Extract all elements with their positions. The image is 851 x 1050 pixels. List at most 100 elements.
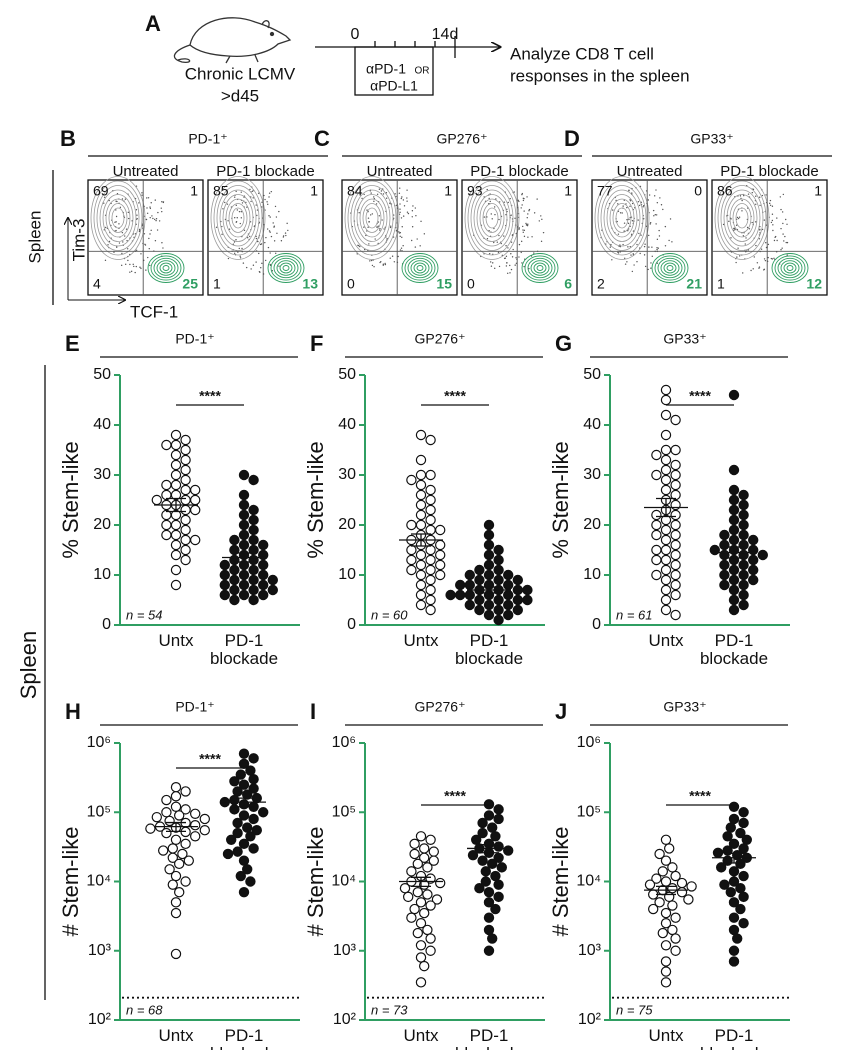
event-dot xyxy=(259,271,261,273)
data-point xyxy=(474,883,485,894)
event-dot xyxy=(389,202,391,204)
event-dot xyxy=(272,222,274,224)
data-point xyxy=(651,569,662,581)
flow-plot: 85 1 1 13 xyxy=(207,176,324,296)
data-point xyxy=(496,862,507,873)
event-dot xyxy=(369,260,371,262)
quadrant-value: 84 xyxy=(347,183,363,199)
event-dot xyxy=(234,217,236,219)
event-dot xyxy=(256,214,258,217)
event-dot xyxy=(389,257,391,259)
data-point xyxy=(477,855,488,866)
contour xyxy=(485,207,499,229)
event-dot xyxy=(278,210,280,213)
event-dot xyxy=(763,219,766,221)
data-point xyxy=(267,584,278,596)
event-dot xyxy=(412,205,414,207)
event-dot xyxy=(145,269,147,271)
event-dot xyxy=(359,245,361,248)
event-dot xyxy=(533,212,536,214)
data-point xyxy=(738,599,749,611)
event-dot xyxy=(736,256,738,258)
event-dot xyxy=(269,252,271,254)
contour xyxy=(219,189,257,247)
event-dot xyxy=(115,221,117,223)
data-point xyxy=(189,820,201,831)
data-point xyxy=(735,827,746,839)
treatment-or: OR xyxy=(415,66,430,77)
event-dot xyxy=(753,256,755,258)
event-dot xyxy=(399,249,402,251)
event-dot xyxy=(506,262,508,264)
event-dot xyxy=(367,217,370,219)
event-dot xyxy=(268,192,271,194)
contour xyxy=(162,265,170,271)
event-dot xyxy=(130,270,133,273)
data-point xyxy=(480,876,491,887)
quadrant-value: 13 xyxy=(302,276,318,292)
contour xyxy=(210,176,266,260)
event-dot xyxy=(494,213,496,216)
event-dot xyxy=(108,199,110,202)
panel-title: PD-1⁺ xyxy=(188,131,227,147)
data-point xyxy=(180,514,191,526)
data-point xyxy=(728,813,740,825)
data-point xyxy=(170,519,182,531)
y-tick-label: 10⁵ xyxy=(577,803,601,820)
event-dot xyxy=(756,262,759,264)
event-dot xyxy=(252,197,254,199)
event-dot xyxy=(489,261,492,263)
event-dot xyxy=(135,265,137,268)
data-point xyxy=(164,864,175,875)
contour xyxy=(615,207,629,229)
data-point xyxy=(483,519,495,531)
quadrant-value: 4 xyxy=(93,276,101,292)
event-dot xyxy=(492,262,494,264)
event-dot xyxy=(361,197,363,200)
contour xyxy=(347,180,397,256)
panel-letter: F xyxy=(310,331,323,356)
data-point xyxy=(161,519,172,531)
row-label: Spleen xyxy=(16,631,41,700)
panel-letter: C xyxy=(314,126,330,151)
event-dot xyxy=(370,259,373,262)
data-point xyxy=(415,940,427,951)
event-dot xyxy=(776,239,778,242)
event-dot xyxy=(259,243,262,246)
data-point xyxy=(738,579,749,591)
event-dot xyxy=(629,245,631,248)
event-dot xyxy=(523,197,525,200)
y-tick-label: 10 xyxy=(338,566,356,583)
event-dot xyxy=(249,235,251,238)
data-point xyxy=(425,524,436,536)
event-dot xyxy=(287,229,289,232)
data-point xyxy=(180,484,191,496)
event-dot xyxy=(268,215,270,217)
event-dot xyxy=(486,188,488,191)
data-point xyxy=(512,574,524,586)
event-dot xyxy=(369,214,372,216)
event-dot xyxy=(758,238,761,240)
event-dot xyxy=(522,199,525,202)
event-dot xyxy=(755,221,757,223)
event-dot xyxy=(115,229,117,232)
data-point xyxy=(235,769,246,780)
data-point xyxy=(248,534,259,546)
event-dot xyxy=(121,231,124,234)
event-dot xyxy=(755,244,757,247)
data-point xyxy=(670,444,681,456)
event-dot xyxy=(139,266,141,268)
event-dot xyxy=(628,189,630,191)
event-dot xyxy=(771,205,774,207)
y-tick-label: 10³ xyxy=(333,942,357,959)
data-point xyxy=(425,504,436,516)
event-dot xyxy=(124,235,126,237)
event-dot xyxy=(266,201,268,203)
readout-text: responses in the spleen xyxy=(510,66,690,85)
data-point xyxy=(189,831,201,842)
event-dot xyxy=(722,223,725,226)
data-point xyxy=(258,589,269,601)
data-point xyxy=(170,549,182,561)
contour xyxy=(723,189,761,247)
